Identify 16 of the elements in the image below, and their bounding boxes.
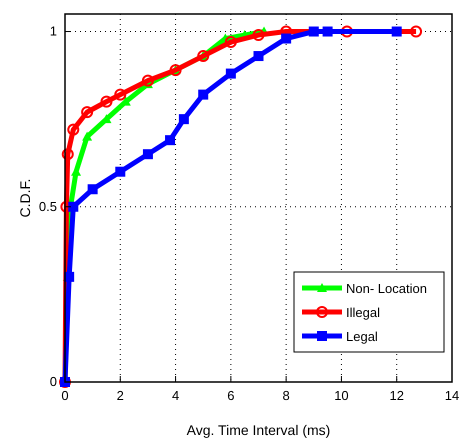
legend-label: Non- Location	[346, 281, 427, 296]
y-tick-label: 0.5	[38, 198, 57, 214]
legend-label: Legal	[346, 329, 378, 344]
x-tick-label: 12	[389, 388, 404, 403]
legend-label: Illegal	[346, 305, 380, 320]
x-tick-label: 4	[172, 388, 180, 403]
y-tick-label: 1	[50, 24, 57, 39]
x-tick-label: 6	[227, 388, 234, 403]
y-tick-label: 0	[50, 374, 57, 389]
x-tick-label: 2	[116, 388, 124, 403]
x-tick-label: 10	[334, 388, 349, 403]
x-tick-label: 14	[444, 388, 460, 403]
y-axis-title: C.D.F.	[17, 178, 33, 218]
x-axis-title: Avg. Time Interval (ms)	[186, 422, 330, 438]
x-tick-label: 8	[282, 388, 290, 403]
x-tick-label: 0	[61, 388, 69, 403]
